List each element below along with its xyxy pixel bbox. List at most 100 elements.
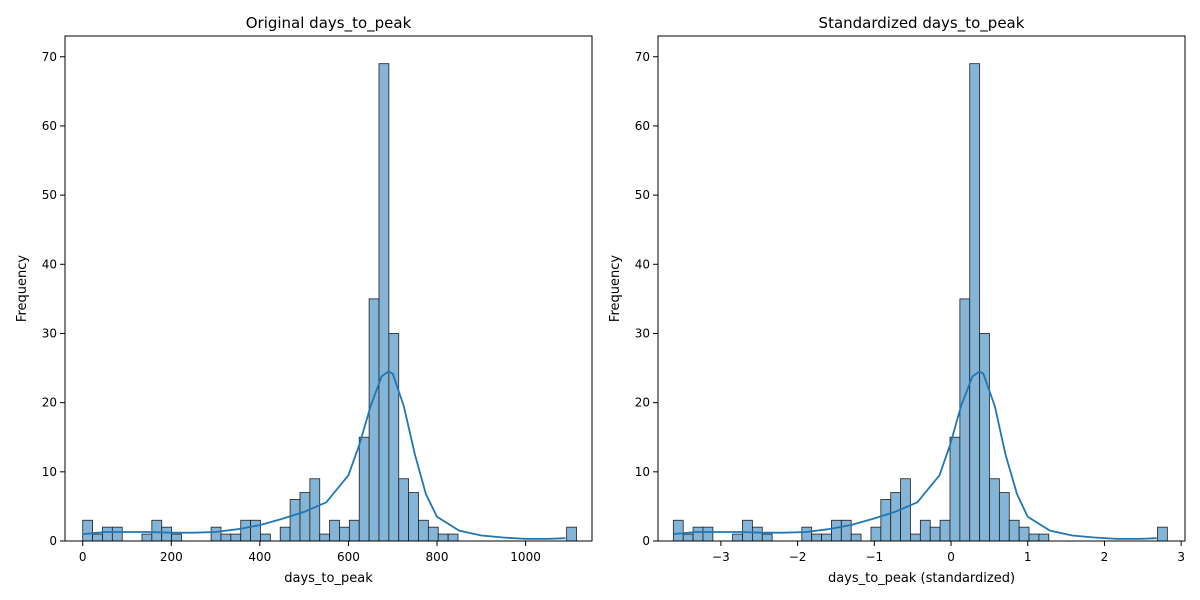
right-histogram-bar: [801, 526, 813, 542]
right-histogram-bar: [929, 526, 941, 542]
left-y-tick-label: 30: [42, 326, 57, 340]
left-histogram-bar: [260, 533, 271, 542]
right-y-axis-label: Frequency: [608, 255, 623, 322]
left-x-axis-label: days_to_peak: [284, 571, 373, 586]
left-histogram-bar: [447, 533, 459, 542]
right-kde-line: [673, 370, 1157, 540]
right-chart-title: Standardized days_to_peak: [819, 14, 1025, 33]
left-histogram-bar: [250, 519, 261, 542]
left-y-tick-label: 60: [42, 119, 57, 133]
right-histogram-bar: [880, 499, 892, 542]
right-x-tick-label: 3: [1177, 550, 1185, 564]
left-histogram-bar: [111, 526, 123, 542]
right-x-tick-label: 2: [1101, 550, 1109, 564]
right-y-tick-label: 60: [635, 119, 650, 133]
left-histogram-bar: [398, 478, 410, 542]
right-histogram-bar: [1028, 533, 1040, 542]
left-histogram-bar: [378, 63, 390, 542]
left-x-tick-label: 0: [79, 550, 87, 564]
right-histogram-bar: [939, 519, 951, 542]
right-histogram-bar: [702, 526, 714, 542]
right-histogram-bar: [850, 533, 862, 542]
left-histogram-bar: [437, 533, 449, 542]
left-y-axis-label: Frequency: [15, 255, 30, 322]
left-histogram-bar: [418, 519, 429, 542]
left-histogram-bar: [279, 526, 291, 542]
right-y-tick-label: 10: [635, 465, 650, 479]
left-histogram-bar: [319, 533, 331, 542]
right-histogram-bar: [672, 519, 684, 542]
left-histogram-bar: [309, 478, 321, 542]
left-x-tick-label: 400: [248, 550, 271, 564]
left-x-tick-label: 600: [337, 550, 360, 564]
left-histogram-bar: [358, 436, 370, 542]
left-kde-line: [82, 370, 566, 540]
left-histogram-bar: [329, 519, 340, 542]
left-y-tick-label: 40: [42, 257, 57, 271]
right-histogram-bar: [998, 492, 1010, 542]
left-histogram-panel: 0 200 400 600 800 1000 0 10 20 30 40 50 60 70 Origina…: [15, 14, 593, 586]
right-histogram-bar: [1038, 533, 1050, 542]
right-y-tick-label: 50: [635, 188, 650, 202]
right-histogram-bar: [959, 298, 971, 542]
right-histogram-bar: [979, 333, 990, 542]
right-histogram-bar: [969, 63, 981, 542]
right-histogram-bar: [900, 478, 911, 542]
left-histogram-bar: [102, 526, 113, 542]
right-y-tick-label: 70: [635, 50, 650, 64]
left-histogram-bar: [171, 533, 182, 542]
left-histogram-bar: [161, 526, 173, 542]
left-histogram-bar: [220, 533, 232, 542]
left-histogram-bar: [240, 519, 252, 542]
left-histogram-bar: [348, 519, 360, 542]
left-histogram-bar: [368, 298, 380, 542]
left-histogram-bar: [151, 519, 163, 542]
right-histogram-bar: [761, 533, 773, 542]
right-histogram-bar: [949, 436, 961, 542]
right-histogram-bar: [1008, 519, 1020, 542]
right-x-tick-label: 0: [947, 550, 955, 564]
left-histogram-bar: [141, 533, 153, 542]
right-histogram-bar: [840, 519, 852, 542]
left-histogram-bar: [566, 526, 577, 542]
right-histogram-bar: [831, 519, 842, 542]
right-histogram-bar: [692, 526, 704, 542]
right-histogram-bar: [919, 519, 931, 542]
left-histogram-bar: [388, 333, 400, 542]
right-histogram-bar: [1157, 526, 1168, 542]
right-y-tick-label: 30: [635, 326, 650, 340]
right-x-tick-label: 1: [1024, 550, 1032, 564]
left-y-tick-label: 50: [42, 188, 57, 202]
right-y-tick-label: 40: [635, 257, 650, 271]
left-histogram-bar: [92, 533, 103, 542]
left-y-tick-label: 10: [42, 465, 57, 479]
left-histogram-bar: [408, 492, 419, 542]
right-x-tick-label: −2: [789, 550, 807, 564]
left-x-tick-label: 800: [426, 550, 449, 564]
right-histogram-bar: [890, 492, 901, 542]
left-histogram-bar: [299, 492, 311, 542]
left-y-tick-label: 0: [49, 534, 57, 548]
left-histogram-bar: [210, 526, 222, 542]
right-histogram-bar: [910, 533, 921, 542]
right-histogram-bar: [870, 526, 882, 542]
right-histogram-bar: [1018, 526, 1030, 542]
right-x-axis-label: days_to_peak (standardized): [828, 571, 1015, 586]
right-histogram-bar: [989, 478, 1000, 542]
left-histogram-bar: [230, 533, 242, 542]
right-histogram-bar: [732, 533, 743, 542]
left-histogram-bar: [82, 519, 93, 542]
left-plot-frame: [64, 35, 593, 542]
left-x-tick-label: 1000: [510, 550, 541, 564]
left-histogram-bar: [339, 526, 350, 542]
left-y-tick-label: 20: [42, 396, 57, 410]
right-histogram-bar: [682, 533, 694, 542]
left-chart-title: Original days_to_peak: [246, 14, 412, 33]
left-y-tick-label: 70: [42, 50, 57, 64]
right-histogram-bar: [742, 519, 753, 542]
left-histogram-bar: [289, 499, 301, 542]
right-y-tick-label: 0: [642, 534, 650, 548]
right-histogram-bar: [811, 533, 822, 542]
